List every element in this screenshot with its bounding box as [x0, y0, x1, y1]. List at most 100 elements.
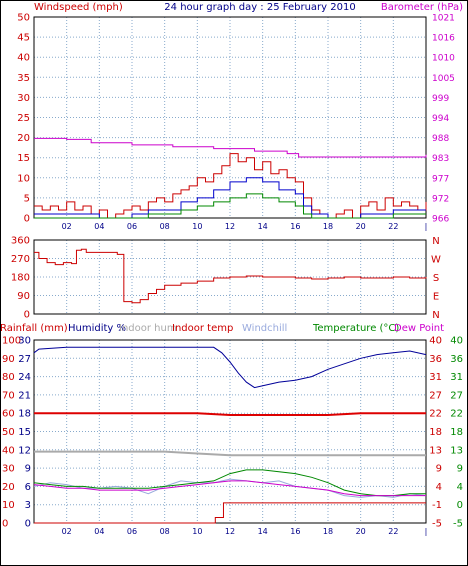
- series-line-1-0: [34, 248, 427, 304]
- y-right-tick-label: 988: [432, 134, 449, 144]
- x-tick-label: 08: [160, 222, 170, 231]
- y-right-tick-label: 994: [432, 114, 449, 124]
- y-left-hum-tick-label: 18: [18, 409, 31, 420]
- y-left-tick-label: 180: [11, 273, 30, 284]
- series-line-2-5: [33, 480, 426, 497]
- x-tick-label: 18: [323, 527, 333, 536]
- y-right-tick-label: 1016: [432, 34, 455, 44]
- y-right-tick-label: N: [432, 236, 439, 247]
- y-right-tick-label-2: 36: [450, 354, 463, 365]
- y-left-hum-tick-label: 9: [25, 464, 31, 475]
- series-line-0-0: [34, 153, 427, 219]
- x-tick-label: 08: [160, 527, 170, 536]
- y-left-hum-tick-label: 30: [18, 336, 31, 347]
- x-tick-label: 14: [258, 222, 268, 231]
- chart-title: 24 hour graph day : 25 February 2010: [164, 2, 355, 13]
- legend-item: Temperature (°C): [312, 323, 399, 334]
- y-left-rain-tick-label: 30: [2, 464, 15, 475]
- y-left-rain-tick-label: 90: [2, 354, 15, 365]
- x-tick-label: 22: [388, 527, 398, 536]
- x-tick-label: 16: [290, 527, 300, 536]
- y-left-rain-tick-label: 20: [2, 482, 15, 493]
- legend-item: Indoor temp: [172, 323, 233, 334]
- series-line-2-6: [34, 502, 426, 524]
- y-right-tick-label-1: 40: [429, 336, 442, 347]
- y-right-tick-label-2: 31: [450, 372, 463, 383]
- legend-item: Humidity %: [68, 323, 126, 334]
- x-tick-label: 14: [258, 527, 268, 536]
- y-right-tick-label-1: 13: [429, 445, 442, 456]
- x-tick-label: 22: [388, 222, 398, 231]
- y-right-tick-label-2: -5: [453, 519, 463, 530]
- x-tick-label: 20: [356, 222, 366, 231]
- y-right-tick-label-1: -5: [432, 519, 442, 530]
- y-right-tick-label-2: 40: [450, 336, 463, 347]
- x-tick-end: |: [425, 527, 428, 536]
- y-left-tick-label: 40: [17, 53, 30, 64]
- series-line-2-1: [34, 450, 426, 457]
- y-left-tick-label: 90: [17, 291, 30, 302]
- y-left-tick-label: 5: [24, 193, 30, 204]
- y-left-label: Windspeed (mph): [34, 2, 123, 13]
- y-right-tick-label-2: 13: [450, 445, 463, 456]
- y-right-tick-label: W: [431, 255, 441, 266]
- y-right-tick-label: 1005: [432, 74, 455, 84]
- y-right-tick-label: 966: [432, 215, 449, 225]
- y-left-tick-label: 0: [24, 214, 30, 225]
- y-right-tick-label: 977: [432, 174, 449, 184]
- x-tick-label: 16: [290, 222, 300, 231]
- y-left-hum-tick-label: 24: [18, 372, 31, 383]
- y-right-tick-label-2: 9: [457, 464, 463, 475]
- y-left-tick-label: 45: [17, 33, 30, 44]
- y-left-rain-tick-label: 0: [2, 519, 8, 530]
- x-tick-label: 02: [62, 222, 72, 231]
- y-right-tick-label: S: [433, 273, 439, 284]
- y-right-tick-label-2: 0: [457, 500, 463, 511]
- x-tick-label: 12: [225, 222, 235, 231]
- x-tick-label: 04: [94, 527, 104, 536]
- y-left-hum-tick-label: 15: [18, 427, 31, 438]
- y-right-tick-label-2: 22: [450, 409, 463, 420]
- y-right-tick-label: 1010: [432, 54, 455, 64]
- y-left-tick-label: 25: [17, 113, 30, 124]
- y-left-tick-label: 35: [17, 73, 30, 84]
- y-left-rain-tick-label: 80: [2, 372, 15, 383]
- y-left-rain-tick-label: 40: [2, 445, 15, 456]
- y-left-tick-label: 270: [11, 254, 30, 265]
- y-left-rain-tick-label: 50: [2, 427, 15, 438]
- y-right-tick-label-1: 31: [429, 372, 442, 383]
- y-left-tick-label: 30: [17, 93, 30, 104]
- y-right-tick-label-1: 22: [429, 409, 442, 420]
- y-left-tick-label: 15: [17, 153, 30, 164]
- y-right-tick-label-2: 18: [450, 427, 463, 438]
- series-line-0-3: [34, 193, 426, 219]
- legend-item: Rainfall (mm): [0, 323, 68, 334]
- y-left-hum-tick-label: 27: [18, 354, 31, 365]
- y-right-label: Barometer (hPa): [381, 2, 463, 13]
- x-tick-label: 10: [192, 527, 202, 536]
- series-line-2-2: [34, 412, 426, 416]
- y-right-tick-label: 1021: [432, 14, 455, 24]
- y-left-tick-label: 20: [17, 133, 30, 144]
- y-left-hum-tick-label: 6: [25, 482, 31, 493]
- x-tick-label: 06: [127, 527, 137, 536]
- plot-area-border-2: [33, 339, 427, 524]
- y-right-tick-label-2: 4: [457, 482, 463, 493]
- y-right-tick-label-1: 4: [436, 482, 442, 493]
- y-left-rain-tick-label: 100: [2, 336, 21, 347]
- x-tick-label: 10: [192, 222, 202, 231]
- y-left-tick-label: 360: [11, 236, 30, 247]
- x-tick-label: 20: [356, 527, 366, 536]
- x-tick-label: 12: [225, 527, 235, 536]
- y-right-tick-label-1: 9: [436, 464, 442, 475]
- y-left-tick-label: 50: [17, 13, 30, 24]
- y-left-hum-tick-label: 0: [25, 519, 31, 530]
- y-left-hum-tick-label: 12: [18, 445, 31, 456]
- y-right-tick-label: N: [432, 310, 439, 321]
- x-tick-end: |: [425, 222, 428, 231]
- x-tick-label: 18: [323, 222, 333, 231]
- x-tick-label: 02: [62, 527, 72, 536]
- legend-item: Dew Point: [394, 323, 444, 334]
- y-right-tick-label: 972: [432, 194, 449, 204]
